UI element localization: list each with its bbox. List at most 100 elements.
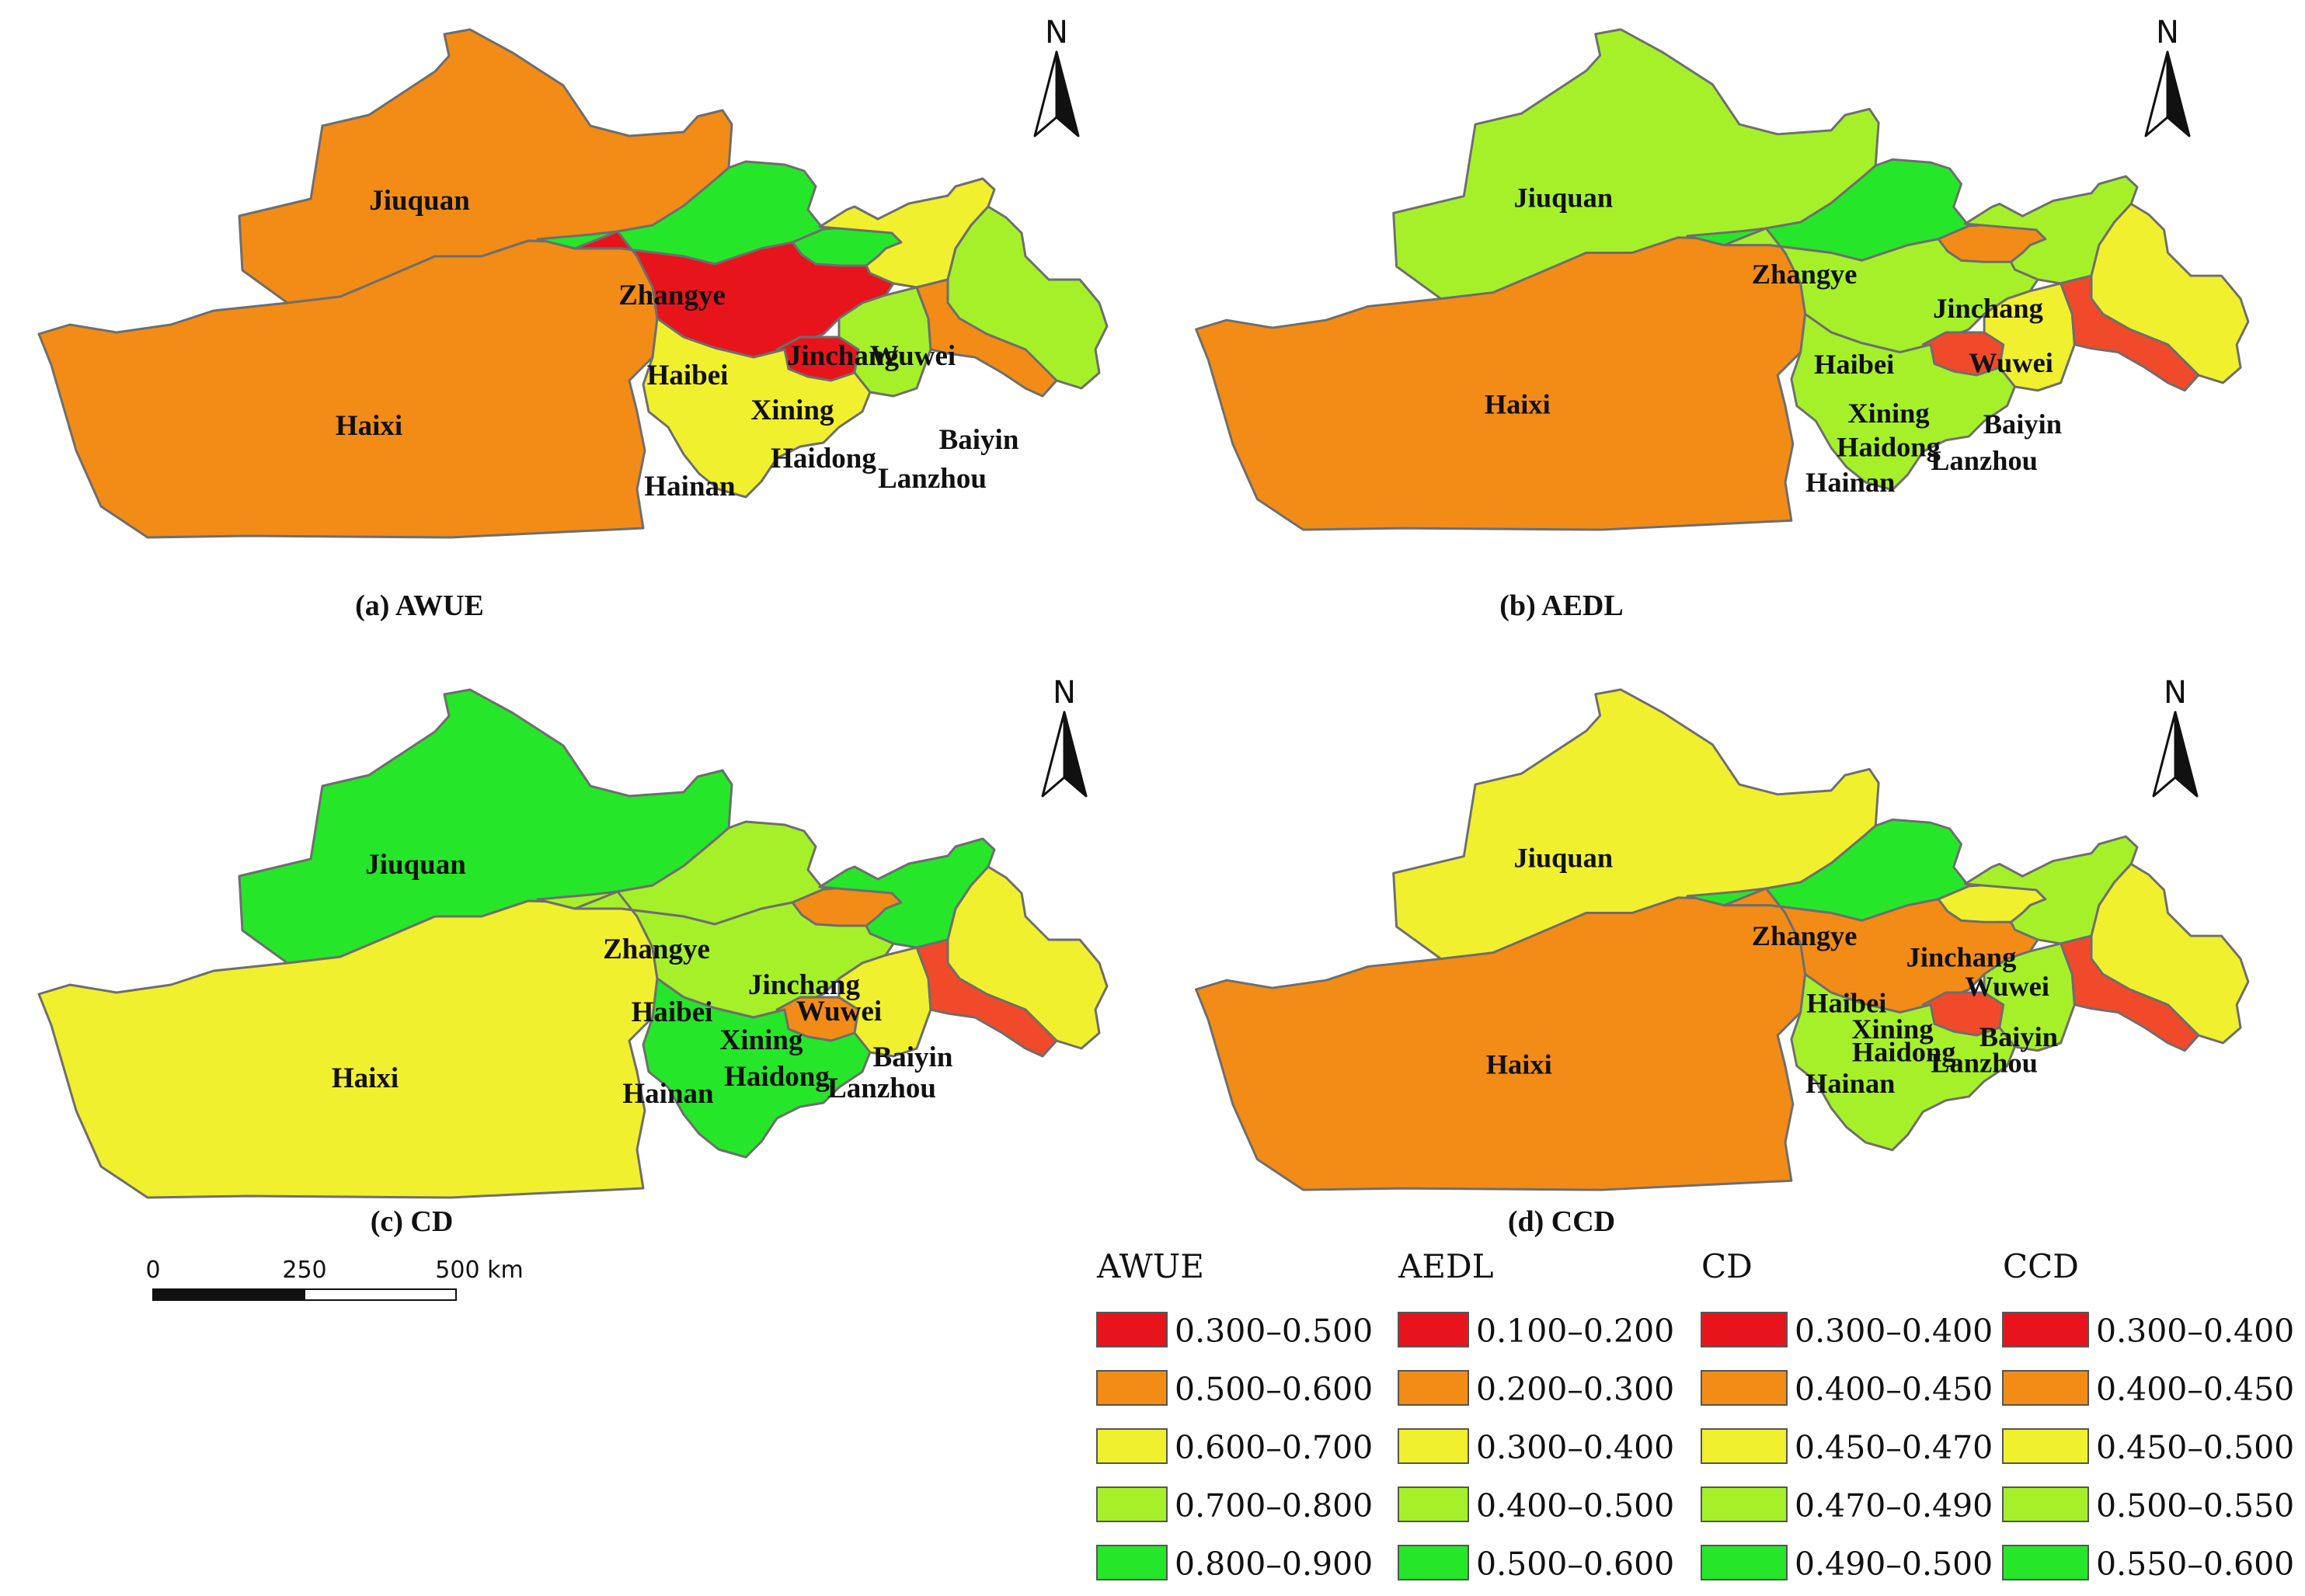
- legend-swatch: [2002, 1428, 2089, 1464]
- legend-range: 0.300–0.400: [1795, 1313, 1993, 1350]
- legend-range: 0.500–0.600: [1476, 1546, 1674, 1583]
- legend-swatch: [1701, 1312, 1788, 1347]
- city-label: Lanzhou: [878, 463, 987, 495]
- region-lanzhou: [2060, 274, 2200, 392]
- city-label: Haidong: [1852, 1037, 1956, 1068]
- legend-title: AEDL: [1398, 1247, 1494, 1285]
- legend-group: CCD 0.300–0.400 0.400–0.450 0.450–0.500 0.50…: [2002, 1247, 2294, 1583]
- city-label: Haidong: [1837, 432, 1941, 463]
- legend-swatch: [1398, 1370, 1469, 1406]
- city-label: Zhangye: [1752, 259, 1858, 290]
- scale-label: 0: [145, 1257, 160, 1284]
- panel-caption: (c) CD: [371, 1205, 454, 1238]
- legend-range: 0.550–0.600: [2096, 1546, 2294, 1583]
- city-label: Haixi: [336, 410, 402, 442]
- legend-range: 0.400–0.450: [1795, 1371, 1993, 1408]
- city-label: Zhangye: [618, 280, 726, 311]
- city-label: Jiuquan: [1514, 842, 1614, 873]
- legend-group: CD 0.300–0.400 0.400–0.450 0.450–0.470 0.470…: [1701, 1247, 1993, 1583]
- city-label: Zhangye: [1752, 920, 1858, 951]
- map-panel: JiuquanHaixiZhangyeJinchangWuweiHaibeiXi…: [37, 28, 1109, 539]
- legend-range: 0.470–0.490: [1795, 1487, 1993, 1525]
- city-label: Jinchang: [1933, 293, 2043, 324]
- legend-range: 0.500–0.550: [2096, 1487, 2294, 1525]
- legend-range: 0.450–0.470: [1795, 1429, 1993, 1466]
- legend-swatch: [1701, 1545, 1788, 1580]
- region-lanzhou: [2060, 934, 2200, 1052]
- legend-range: 0.400–0.450: [2096, 1371, 2294, 1408]
- legend-group: AEDL 0.100–0.200 0.200–0.300 0.300–0.400 0.4…: [1398, 1247, 1674, 1583]
- legend-swatch: [1398, 1428, 1469, 1464]
- north-label: N: [1045, 15, 1068, 50]
- legend-group: AWUE 0.300–0.500 0.500–0.600 0.600–0.700 0.7…: [1096, 1247, 1373, 1583]
- city-label: Hainan: [1805, 1068, 1895, 1099]
- legend-swatch: [2002, 1370, 2089, 1406]
- region-hainan: [1790, 972, 2016, 1152]
- city-label: Lanzhou: [1931, 445, 2038, 476]
- map-panel: JiuquanHaixiZhangyeJinchangWuweiHaibeiXi…: [1195, 28, 2250, 531]
- city-label: Wuwei: [870, 340, 956, 372]
- city-label: Baiyin: [873, 1041, 953, 1073]
- north-label: N: [1053, 675, 1076, 711]
- region-haidong: [837, 286, 932, 398]
- city-label: Haibei: [647, 360, 729, 391]
- city-label: Wuwei: [1969, 347, 2053, 378]
- city-label: Jiuquan: [369, 185, 470, 217]
- legend-title: AWUE: [1096, 1247, 1204, 1285]
- legend-title: CCD: [2003, 1247, 2079, 1285]
- scale-label: 500 km: [435, 1257, 523, 1284]
- legend-range: 0.800–0.900: [1175, 1546, 1373, 1583]
- legend-title: CD: [1701, 1247, 1753, 1285]
- north-arrow-icon: N: [1041, 675, 1088, 798]
- legend-swatch: [1096, 1545, 1168, 1580]
- city-label: Zhangye: [603, 934, 710, 965]
- legend-swatch: [2002, 1486, 2089, 1522]
- city-label: Xining: [720, 1024, 803, 1056]
- legend-range: 0.700–0.800: [1175, 1487, 1373, 1525]
- city-label: Jinchang: [1906, 941, 2017, 972]
- legend-range: 0.300–0.400: [1476, 1429, 1674, 1466]
- legend-swatch: [1398, 1312, 1469, 1347]
- legend-swatch: [2002, 1545, 2089, 1580]
- legend-range: 0.490–0.500: [1795, 1546, 1993, 1583]
- city-label: Baiyin: [1979, 1021, 2058, 1052]
- region-haidong: [837, 946, 932, 1058]
- city-label: Haibei: [632, 996, 713, 1028]
- legend-swatch: [1096, 1370, 1168, 1406]
- legend-range: 0.600–0.700: [1175, 1429, 1373, 1466]
- city-label: Haibei: [1814, 349, 1894, 380]
- legend-range: 0.450–0.500: [2096, 1429, 2294, 1466]
- legend-swatch: [1701, 1428, 1788, 1464]
- north-arrow-icon: N: [2144, 15, 2191, 137]
- legend-swatch: [1398, 1545, 1469, 1580]
- city-label: Baiyin: [1983, 409, 2062, 440]
- city-label: Jiuquan: [1514, 182, 1614, 213]
- city-label: Hainan: [1805, 467, 1895, 498]
- region-lanzhou: [915, 278, 1058, 398]
- region-haidong: [1983, 942, 2076, 1052]
- city-label: Jinchang: [787, 340, 899, 372]
- region-haidong: [1983, 282, 2076, 392]
- north-arrow-icon: N: [1033, 15, 1080, 137]
- city-label: Xining: [1847, 398, 1929, 429]
- city-label: Hainan: [644, 471, 736, 502]
- legend-swatch: [1096, 1428, 1168, 1464]
- city-label: Haibei: [1806, 988, 1886, 1019]
- legend-swatch: [2002, 1312, 2089, 1347]
- legend-range: 0.100–0.200: [1476, 1313, 1674, 1350]
- legend-range: 0.500–0.600: [1175, 1371, 1373, 1408]
- city-label: Jinchang: [748, 969, 860, 1001]
- scale-bar: 0 250 500 km: [145, 1257, 524, 1301]
- city-label: Xining: [1851, 1014, 1933, 1045]
- legend-range: 0.200–0.300: [1476, 1371, 1674, 1408]
- legend-range: 0.300–0.500: [1175, 1313, 1373, 1350]
- panel-caption: (b) AEDL: [1499, 589, 1623, 622]
- map-panel: JiuquanHaixiZhangyeJinchangWuweiHaibeiXi…: [1195, 688, 2250, 1191]
- city-label: Lanzhou: [1931, 1047, 2038, 1078]
- legend-swatch: [1096, 1486, 1168, 1522]
- region-hainan: [1790, 312, 2016, 492]
- region-lanzhou: [915, 938, 1058, 1058]
- legend-swatch: [1701, 1370, 1788, 1406]
- city-label: Hainan: [622, 1078, 714, 1110]
